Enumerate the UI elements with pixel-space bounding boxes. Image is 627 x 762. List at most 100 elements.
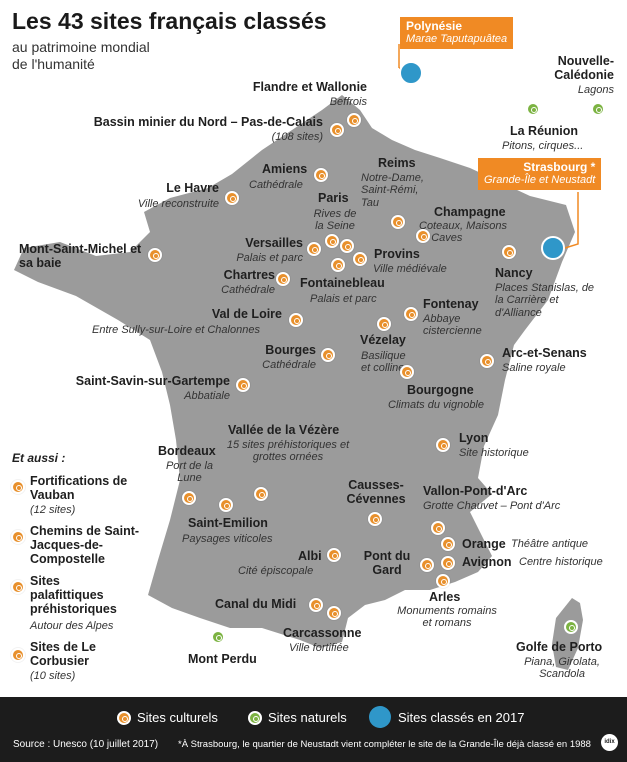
fontenay-marker — [404, 307, 418, 321]
champagne-detail: Coteaux, Maisons et Caves — [419, 220, 508, 245]
legend-2017-icon — [369, 706, 391, 728]
strasbourg-box: Strasbourg * Grande-Île et Neustadt — [478, 158, 602, 190]
saintsavin-name: Saint-Savin-sur-Gartempe — [75, 374, 230, 388]
nc-marker — [591, 102, 605, 116]
legend-naturel-label: Sites naturels — [268, 710, 347, 725]
porto-name: Golfe de Porto — [516, 640, 603, 654]
carcassonne-detail: Ville fortifiée — [289, 642, 349, 654]
saintemilion-detail: Paysages viticoles — [182, 533, 273, 545]
legend-culturel-icon — [117, 711, 131, 725]
vezere-marker — [254, 487, 268, 501]
flandre-name: Flandre et Wallonie — [252, 80, 367, 94]
etaussi-name-1: Fortifications de Vauban — [30, 474, 128, 503]
footnote-text: *À Strasbourg, le quartier de Neustadt v… — [178, 739, 591, 750]
carcassonne-marker — [327, 606, 341, 620]
bassin-marker — [330, 123, 344, 137]
idix-logo: idix — [601, 734, 618, 751]
porto-detail: Piana, Girolata, Scandola — [524, 656, 600, 681]
orange-name: Orange — [462, 537, 506, 551]
saintsavin-detail: Abbatiale — [184, 390, 230, 402]
reims-name: Reims — [378, 156, 416, 170]
valdeloire-detail: Entre Sully-sur-Loire et Chalonnes — [92, 324, 260, 336]
flandre-detail: Beffrois — [329, 96, 367, 108]
saintsavin-marker — [236, 378, 250, 392]
bourgogne-name: Bourgogne — [407, 383, 474, 397]
vezelay-marker — [377, 317, 391, 331]
carcassonne-name: Carcassonne — [283, 626, 362, 640]
provins-marker — [353, 252, 367, 266]
provins-detail: Ville médiévale — [373, 263, 447, 275]
bourgogne-detail: Climats du vignoble — [388, 399, 484, 411]
legend-2017-label: Sites classés en 2017 — [398, 710, 525, 725]
france-map — [14, 44, 583, 670]
etaussi-detail-1: (12 sites) — [30, 504, 76, 516]
versailles-name: Versailles — [245, 236, 303, 250]
bourges-detail: Cathédrale — [262, 359, 316, 371]
nancy-marker — [502, 245, 516, 259]
reunion-marker — [526, 102, 540, 116]
etaussi-detail-4: (10 sites) — [30, 670, 76, 682]
causses-marker — [368, 512, 382, 526]
flandre-marker — [347, 113, 361, 127]
provins-name: Provins — [374, 247, 420, 261]
chartres-marker — [276, 272, 290, 286]
fontenay-detail: Abbaye cistercienne — [423, 313, 482, 338]
orange-detail: Théâtre antique — [511, 538, 589, 550]
amiens-detail: Cathédrale — [249, 179, 303, 191]
saintemilion-name: Saint-Emilion — [188, 516, 268, 530]
albi-name: Albi — [298, 549, 322, 563]
albi-marker — [327, 548, 341, 562]
idix-logo-text: idix — [604, 739, 615, 745]
bordeaux-marker — [182, 491, 196, 505]
lyon-marker — [436, 438, 450, 452]
causses-name: Causses-Cévennes — [346, 478, 406, 507]
vezelay-detail: Basilique et colline — [361, 350, 406, 375]
versailles-marker — [307, 242, 321, 256]
saintemilion-marker — [219, 498, 233, 512]
orange-marker — [441, 537, 455, 551]
arles-marker — [436, 574, 450, 588]
nancy-name: Nancy — [495, 266, 533, 280]
nancy-detail: Places Stanislas, de la Carrière et d'Al… — [495, 282, 595, 319]
canal-marker — [309, 598, 323, 612]
fontainebleau-detail: Palais et parc — [310, 293, 377, 305]
montperdu-marker — [211, 630, 225, 644]
etaussi-name-4: Sites de Le Corbusier — [30, 640, 96, 669]
bordeaux-name: Bordeaux — [158, 444, 216, 458]
vezelay-name: Vézelay — [360, 333, 406, 347]
map-subtitle: au patrimoine mondial de l'humanité — [12, 39, 150, 72]
nc-name: Nouvelle-Calédonie — [554, 54, 614, 83]
mainland-france-shape — [14, 95, 575, 648]
strasbourg-detail: Grande-Île et Neustadt — [484, 174, 596, 187]
paris-name: Paris — [318, 191, 349, 205]
lehavre-detail: Ville reconstruite — [137, 198, 219, 210]
arcetsenans-marker — [480, 354, 494, 368]
chartres-name: Chartres — [223, 268, 275, 282]
polynesie-box: Polynésie Marae Taputapuâtea — [400, 17, 514, 49]
fontainebleau-marker — [331, 258, 345, 272]
champagne-marker — [416, 229, 430, 243]
bourges-name: Bourges — [265, 343, 316, 357]
bourgogne-marker — [400, 365, 414, 379]
msm-marker — [148, 248, 162, 262]
corsica-shape — [552, 598, 583, 670]
amiens-marker — [314, 168, 328, 182]
polynesie-name: Polynésie — [406, 19, 463, 33]
arcetsenans-detail: Saline royale — [502, 362, 566, 374]
vallon-detail: Grotte Chauvet – Pont d'Arc — [423, 500, 561, 512]
etaussi-marker-1 — [11, 480, 25, 494]
lyon-detail: Site historique — [459, 447, 529, 459]
pontdugard-marker — [420, 558, 434, 572]
paris-marker — [340, 239, 354, 253]
valdeloire-marker — [289, 313, 303, 327]
lehavre-name: Le Havre — [166, 181, 219, 195]
versailles-detail: Palais et parc — [236, 252, 303, 264]
nc-detail: Lagons — [577, 84, 614, 96]
fontainebleau-name: Fontainebleau — [300, 276, 385, 290]
vallon-name: Vallon-Pont-d'Arc — [423, 484, 528, 498]
bourges-marker — [321, 348, 335, 362]
vezere-detail: 15 sites préhistoriques et grottes ornée… — [226, 439, 350, 464]
pontdugard-name: Pont du Gard — [363, 549, 411, 578]
bassin-name: Bassin minier du Nord – Pas-de-Calais — [93, 115, 323, 129]
chartres-detail: Cathédrale — [221, 284, 275, 296]
